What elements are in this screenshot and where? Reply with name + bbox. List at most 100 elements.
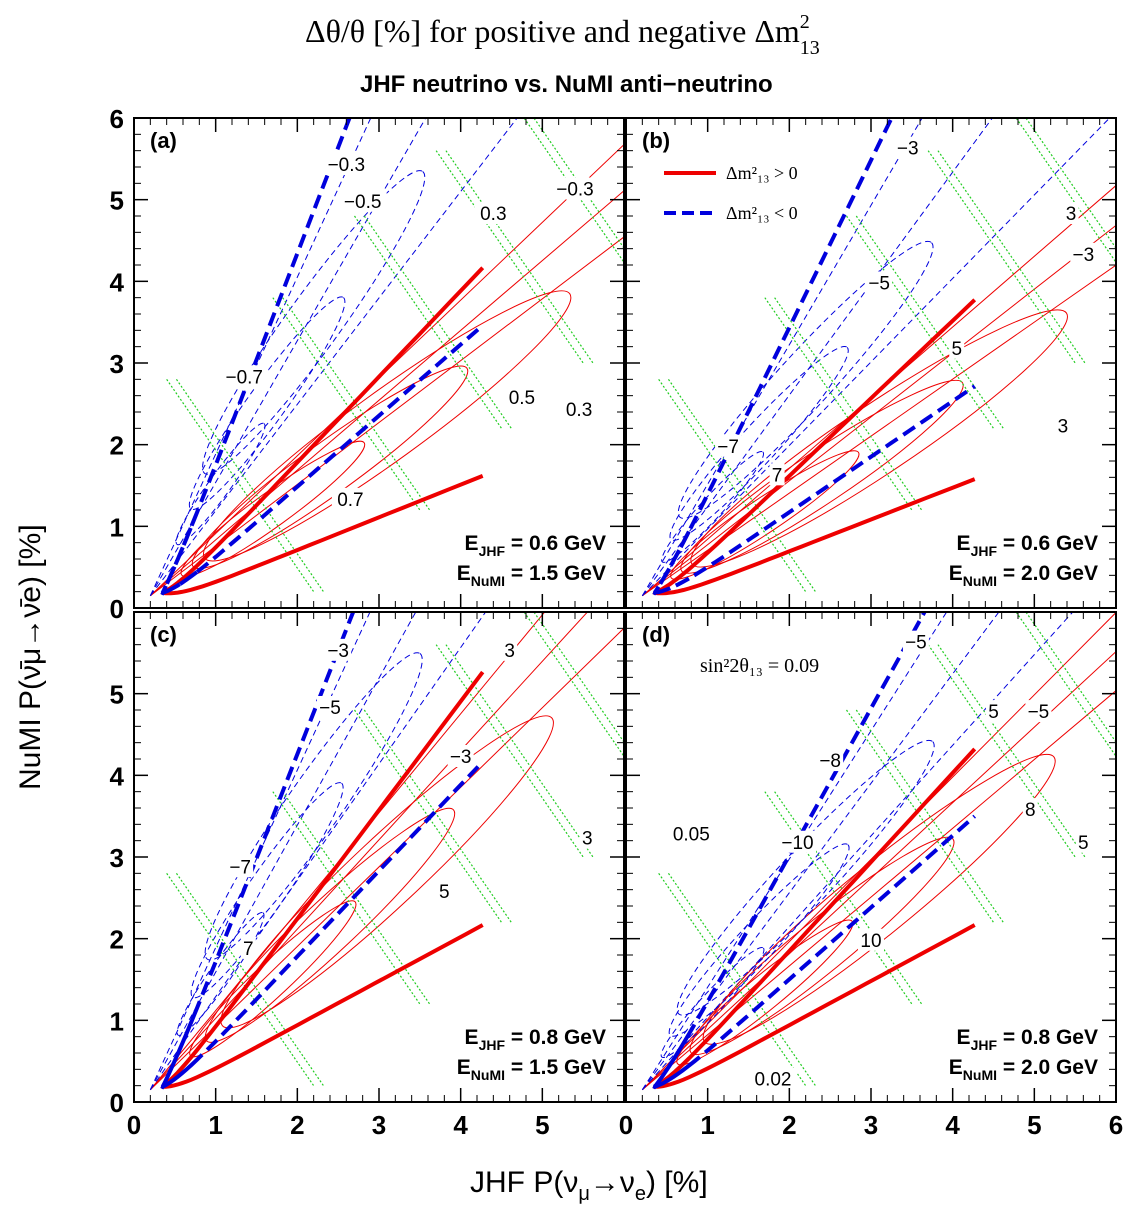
contour-label: −8 — [819, 751, 841, 772]
contour-label-bg — [322, 153, 371, 175]
contour-label-bg — [1075, 830, 1091, 853]
contour-label: 5 — [439, 882, 450, 903]
contour-label: 3 — [504, 641, 515, 662]
contour-label-bg — [1022, 798, 1038, 821]
contour-label-bg — [1070, 242, 1097, 265]
contour-label: 8 — [1025, 800, 1036, 821]
green-dotted-line — [523, 612, 624, 758]
red-contour-line — [149, 627, 624, 1091]
contour-label-bg — [325, 638, 352, 661]
green-dotted-line — [282, 297, 431, 511]
green-dotted-line — [282, 791, 431, 1005]
contour-label-bg — [474, 202, 512, 224]
green-dotted-line — [1025, 118, 1116, 250]
contour-label-bg — [560, 398, 598, 420]
green-dotted-line — [363, 709, 512, 923]
blue-boundary-upper — [652, 612, 927, 1090]
green-dotted-line — [166, 872, 315, 1087]
red-contour-line — [149, 612, 546, 1091]
red-contour-line — [150, 190, 624, 597]
x-tick-label: 0 — [619, 1110, 633, 1140]
contour-label: 5 — [988, 702, 999, 723]
contour-label-bg — [894, 136, 921, 159]
x-tick-label: 1 — [208, 1110, 222, 1140]
contour-label: 0.05 — [673, 825, 710, 846]
contour-label-bg — [858, 928, 884, 951]
blue-contour-line — [641, 612, 1000, 1091]
contour-label-bg — [667, 822, 716, 845]
red-boundary-lower — [652, 477, 976, 596]
contour-label-bg — [579, 826, 595, 849]
energy-numi: ENuMI = 2.0 GeV — [949, 1056, 1098, 1083]
blue-contour-line — [641, 118, 1111, 597]
y-tick-label: 5 — [110, 680, 124, 710]
contour-label: −5 — [905, 633, 927, 654]
y-tick-label: 2 — [110, 431, 124, 461]
green-dotted-line — [533, 612, 624, 744]
blue-boundary-lower — [652, 384, 976, 595]
energy-jhf: EJHF = 0.8 GeV — [465, 1026, 606, 1053]
figure-subtitle: JHF neutrino vs. NuMI anti−neutrino — [360, 71, 773, 98]
x-tick-label: 4 — [945, 1110, 960, 1140]
contour-label: 10 — [860, 931, 881, 952]
chart-panel-c: −3 3 −5 −3 3 −7 5 7 0 1 2 3 4 5 0 1 2 3 4 5 (c) EJHF = 0.8 Ge… — [110, 611, 625, 1140]
contour-label: −3 — [327, 641, 349, 662]
contour-label: −3 — [1072, 245, 1094, 266]
contour-label: 5 — [1078, 833, 1089, 854]
green-dotted-line — [927, 150, 1076, 364]
contour-label: −5 — [868, 273, 890, 294]
x-tick-label: 5 — [535, 1110, 549, 1140]
contour-label-bg — [503, 385, 541, 408]
contour-label: −7 — [717, 437, 739, 458]
contour-label-bg — [949, 336, 965, 359]
contour-label: 0.3 — [566, 400, 592, 421]
contour-label-bg — [986, 700, 1001, 723]
contour-label-bg — [1063, 202, 1079, 224]
green-dotted-line — [363, 215, 512, 429]
y-tick-label: 3 — [110, 843, 124, 873]
energy-jhf: EJHF = 0.6 GeV — [957, 532, 1098, 559]
green-dotted-line — [354, 709, 502, 923]
blue-ellipse — [668, 843, 850, 1037]
blue-boundary-lower — [160, 760, 485, 1090]
green-dotted-line — [435, 644, 584, 858]
blue-ellipse — [676, 739, 935, 1016]
blue-boundary-lower — [160, 323, 485, 595]
blue-ellipse — [190, 782, 344, 999]
green-dotted-line — [272, 791, 421, 1005]
y-tick-label: 1 — [110, 512, 124, 542]
contour-label-bg — [779, 830, 816, 853]
red-ellipse — [689, 836, 955, 1056]
contour-label-bg — [240, 936, 256, 959]
contour-label: 7 — [243, 939, 254, 960]
contour-label-bg — [338, 189, 387, 212]
x-tick-label: 1 — [700, 1110, 714, 1140]
contour-label-bg — [220, 365, 269, 388]
blue-boundary-upper — [652, 118, 894, 596]
contour-label-bg — [817, 749, 844, 772]
red-ellipse — [680, 379, 964, 574]
contour-label: −3 — [897, 139, 919, 160]
contour-label-bg — [227, 855, 254, 878]
contour-label-bg — [769, 463, 785, 486]
blue-contour-line — [641, 612, 948, 1091]
plot-area — [641, 118, 1116, 597]
blue-ellipse — [175, 422, 266, 546]
green-dotted-line — [667, 872, 816, 1087]
plot-area — [641, 612, 1116, 1091]
plot-area — [149, 612, 624, 1091]
contour-label: 0.02 — [755, 1070, 792, 1091]
chart-panel-a: −0.3 −0.5 0.3 −0.3 −0.7 0.5 0.3 0.7 0 1 2 3 4 5 6 (a) EJ… — [110, 104, 625, 624]
green-dotted-line — [354, 215, 502, 429]
x-tick-label: 4 — [453, 1110, 468, 1140]
blue-contour-line — [149, 612, 417, 1090]
red-contour-line — [642, 224, 1116, 597]
contour-label-bg — [866, 271, 893, 294]
energy-numi: ENuMI = 1.5 GeV — [457, 1056, 606, 1083]
blue-contour-line — [641, 612, 1074, 1091]
red-ellipse — [180, 440, 366, 577]
green-dotted-line — [1015, 118, 1116, 264]
contour-label: −0.7 — [225, 367, 263, 388]
contour-label-bg — [1025, 700, 1052, 723]
green-dotted-line — [658, 378, 807, 593]
